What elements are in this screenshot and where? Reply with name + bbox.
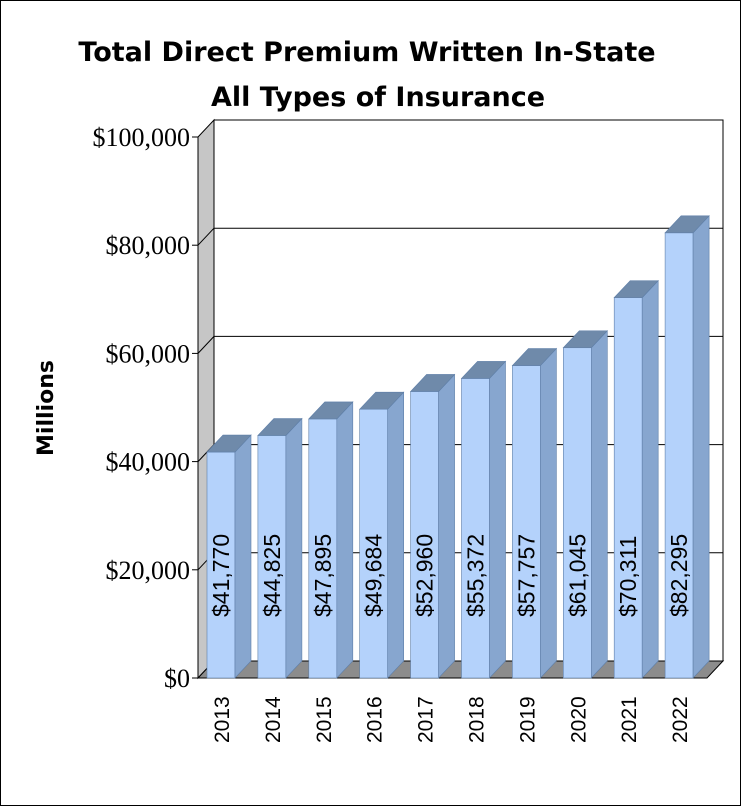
- bar-top: [308, 401, 354, 420]
- data-label: $70,311: [615, 536, 641, 617]
- x-tick-label: 2021: [618, 696, 641, 743]
- bar: [461, 378, 490, 679]
- y-tick-label: $20,000: [106, 556, 191, 585]
- y-tick-label: $40,000: [106, 448, 191, 477]
- data-label: $44,825: [259, 534, 285, 617]
- gridline-side: [197, 227, 215, 246]
- bar-side: [489, 360, 506, 679]
- x-tick-label: 2019: [516, 696, 539, 743]
- bar: [562, 347, 592, 679]
- y-axis-label: Millions: [34, 360, 59, 456]
- bar-top: [511, 348, 558, 366]
- data-label: $47,895: [310, 534, 336, 617]
- bar-top: [664, 215, 710, 234]
- bar-side: [540, 347, 557, 679]
- bar-top: [409, 374, 456, 392]
- chart-subtitle: All Types of Insurance: [211, 82, 545, 113]
- x-tick-label: 2022: [669, 696, 692, 743]
- data-label: $61,045: [564, 534, 590, 617]
- bar: [512, 365, 541, 679]
- x-tick-label: 2013: [211, 696, 234, 743]
- x-tick-label: 2015: [313, 696, 336, 743]
- y-tick-label: $0: [164, 664, 190, 693]
- bar: [613, 297, 643, 679]
- y-tick-label: $60,000: [106, 339, 191, 368]
- y-tick-label: $80,000: [106, 231, 191, 260]
- bar: [257, 435, 287, 679]
- bar-side: [590, 329, 608, 679]
- bar-top: [613, 280, 659, 298]
- bar-top: [562, 330, 608, 349]
- y-tick-label: $100,000: [93, 123, 191, 152]
- x-tick-label: 2020: [567, 696, 590, 743]
- bar-side: [438, 373, 455, 679]
- bar-side: [285, 417, 303, 679]
- plot-area: $0 $20,000 $40,000 $60,000 $80,000 $100,000 $4…: [93, 118, 725, 743]
- data-label: $57,757: [513, 534, 539, 617]
- bar-side: [234, 434, 252, 679]
- data-label: $49,684: [361, 534, 387, 617]
- bar: [308, 418, 338, 679]
- bar-top: [359, 391, 405, 410]
- bar-top: [206, 434, 252, 453]
- x-tick-label: 2014: [262, 696, 285, 743]
- data-label: $55,372: [463, 534, 489, 617]
- bar-side: [387, 391, 405, 679]
- bar-side: [692, 215, 710, 679]
- gridline-side: [197, 336, 215, 354]
- x-tick-label: 2016: [364, 696, 387, 743]
- chart-title: Total Direct Premium Written In-State: [78, 37, 655, 68]
- x-tick-label: 2018: [466, 696, 489, 743]
- data-label: $82,295: [666, 534, 692, 617]
- data-label: $41,770: [208, 534, 234, 617]
- bar-side: [641, 279, 659, 679]
- bar-top: [460, 361, 507, 379]
- x-tick-label: 2017: [415, 696, 438, 743]
- bar-side: [336, 401, 354, 679]
- bar-top: [257, 418, 303, 436]
- data-label: $52,960: [412, 534, 438, 617]
